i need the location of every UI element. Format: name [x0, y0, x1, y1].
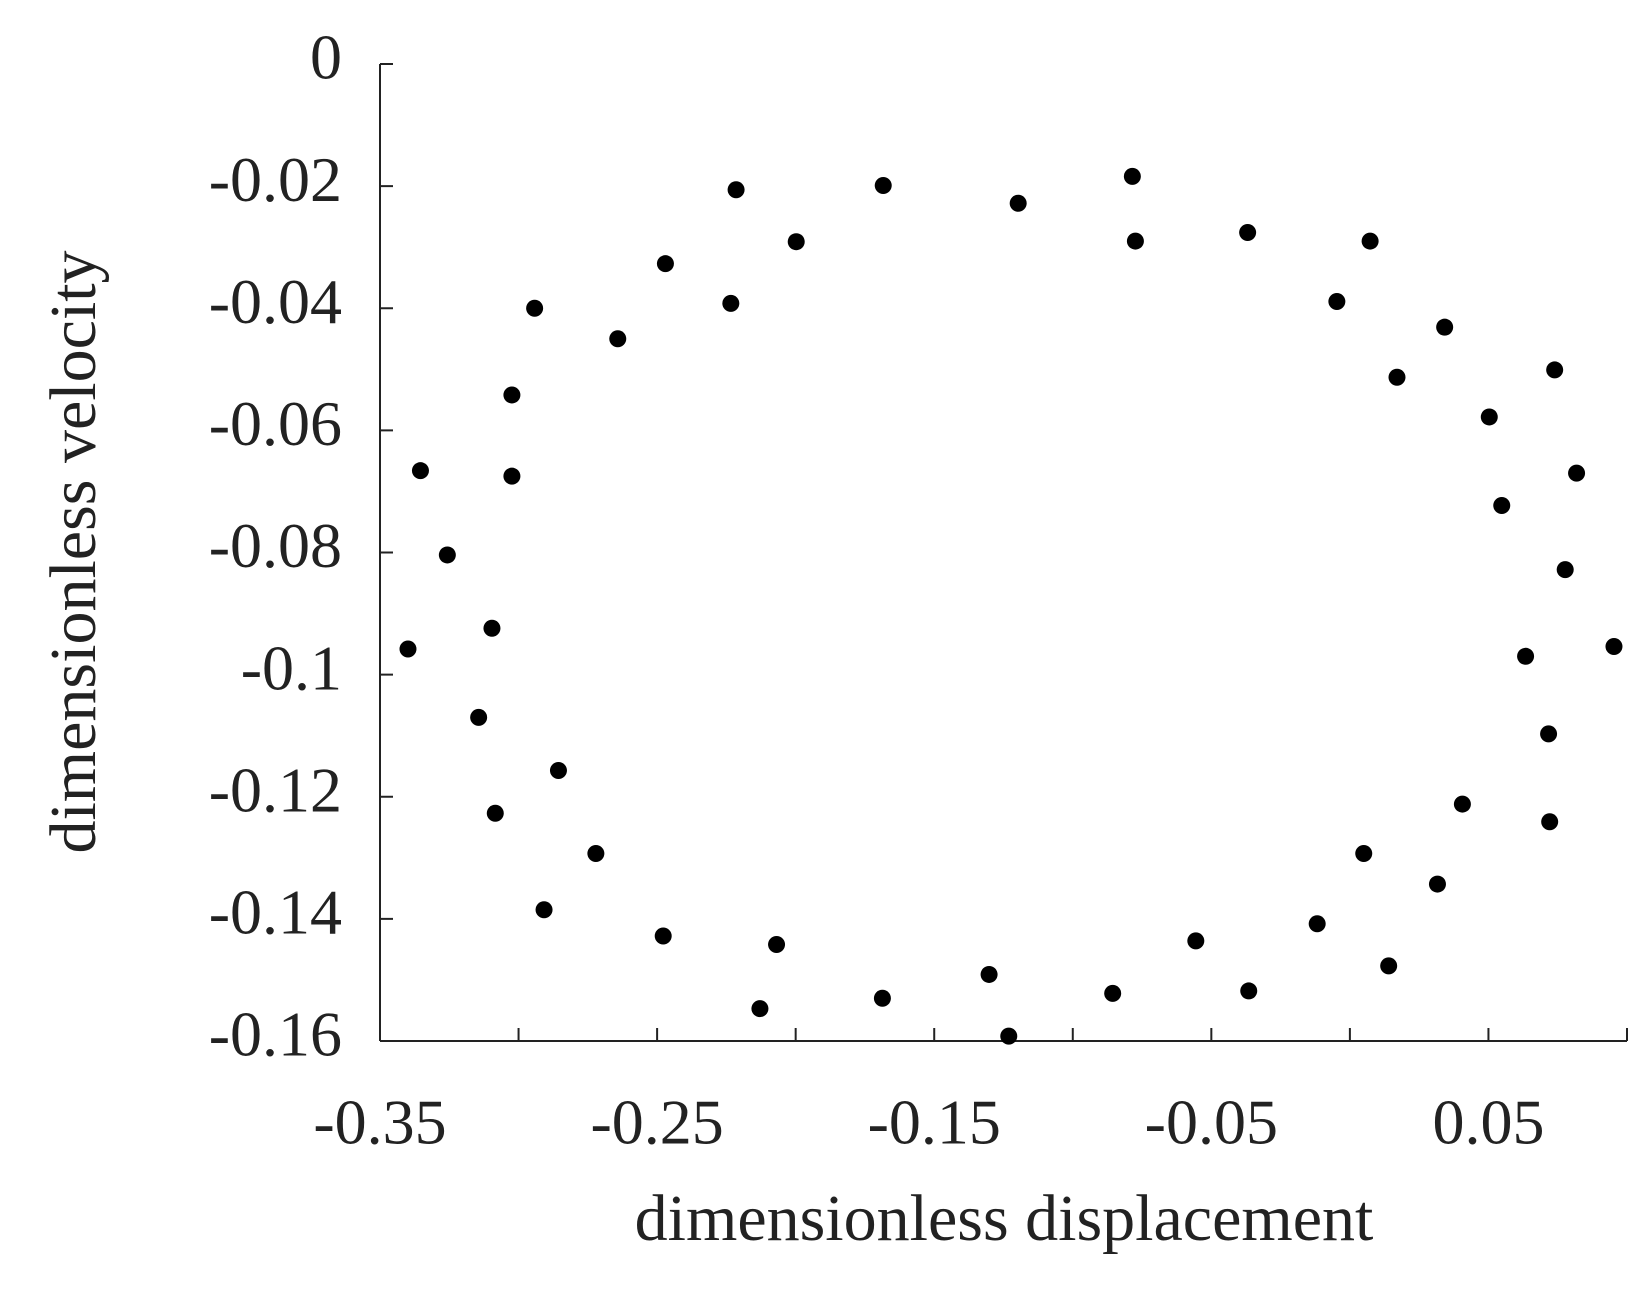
y-tick-label: -0.04	[209, 266, 342, 337]
point	[1355, 845, 1373, 863]
point	[874, 177, 892, 195]
point	[1605, 638, 1623, 656]
y-tick-label: -0.02	[209, 144, 342, 215]
point	[1388, 368, 1406, 386]
point	[1541, 813, 1559, 831]
x-axis-title: dimensionless displacement	[635, 1182, 1374, 1255]
point	[549, 761, 567, 779]
point	[1000, 1027, 1018, 1045]
x-tick-label: 0.05	[1432, 1087, 1544, 1158]
y-tick-label: -0.12	[209, 754, 342, 825]
y-tick-label: -0.16	[209, 999, 342, 1070]
point	[486, 804, 504, 822]
point	[1123, 167, 1141, 185]
point	[751, 1000, 769, 1018]
point	[1556, 561, 1574, 579]
point	[787, 233, 805, 251]
point	[1428, 875, 1446, 893]
y-axis-title: dimensionless velocity	[37, 250, 110, 853]
point	[1517, 647, 1535, 665]
x-tick-label: -0.25	[590, 1087, 723, 1158]
point	[526, 299, 544, 317]
point	[1361, 232, 1379, 250]
point	[1436, 318, 1454, 336]
point	[535, 901, 553, 919]
y-tick-label: -0.1	[241, 632, 342, 703]
point	[1308, 915, 1326, 933]
point	[470, 708, 488, 726]
point	[1126, 232, 1144, 250]
y-tick-label: 0	[310, 22, 342, 93]
point	[1453, 795, 1471, 813]
point	[1187, 932, 1205, 950]
point	[587, 845, 605, 863]
point	[768, 936, 786, 954]
point	[1104, 984, 1122, 1002]
point	[438, 546, 456, 564]
x-tick-label: -0.15	[868, 1087, 1001, 1158]
point	[1380, 957, 1398, 975]
y-tick-label: -0.14	[209, 877, 342, 948]
point	[654, 927, 672, 945]
point	[503, 467, 521, 485]
point	[1480, 408, 1498, 426]
point	[1239, 224, 1257, 242]
point	[399, 640, 417, 658]
x-tick-label: -0.35	[313, 1087, 446, 1158]
point	[727, 181, 745, 199]
point	[1540, 725, 1558, 743]
point	[1240, 982, 1258, 1000]
y-tick-label: -0.06	[209, 388, 342, 459]
point	[1546, 361, 1564, 379]
x-tick-label: -0.05	[1145, 1087, 1278, 1158]
point	[1493, 496, 1511, 514]
y-tick-label: -0.08	[209, 510, 342, 581]
point	[1328, 293, 1346, 311]
point	[609, 330, 627, 348]
point	[873, 989, 891, 1007]
point	[1009, 194, 1027, 212]
point	[722, 294, 740, 312]
point	[503, 386, 521, 404]
point	[656, 255, 674, 273]
point	[980, 965, 998, 983]
point	[411, 462, 429, 480]
point	[483, 619, 501, 637]
point	[1568, 464, 1586, 482]
